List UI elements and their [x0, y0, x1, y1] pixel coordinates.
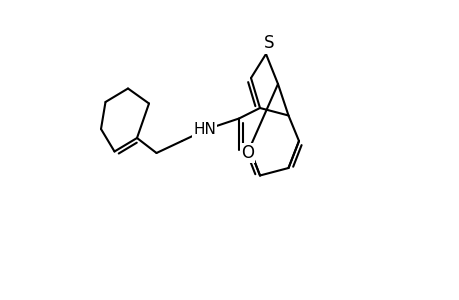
Text: HN: HN [193, 122, 215, 136]
Text: S: S [263, 34, 274, 52]
Text: O: O [241, 144, 253, 162]
